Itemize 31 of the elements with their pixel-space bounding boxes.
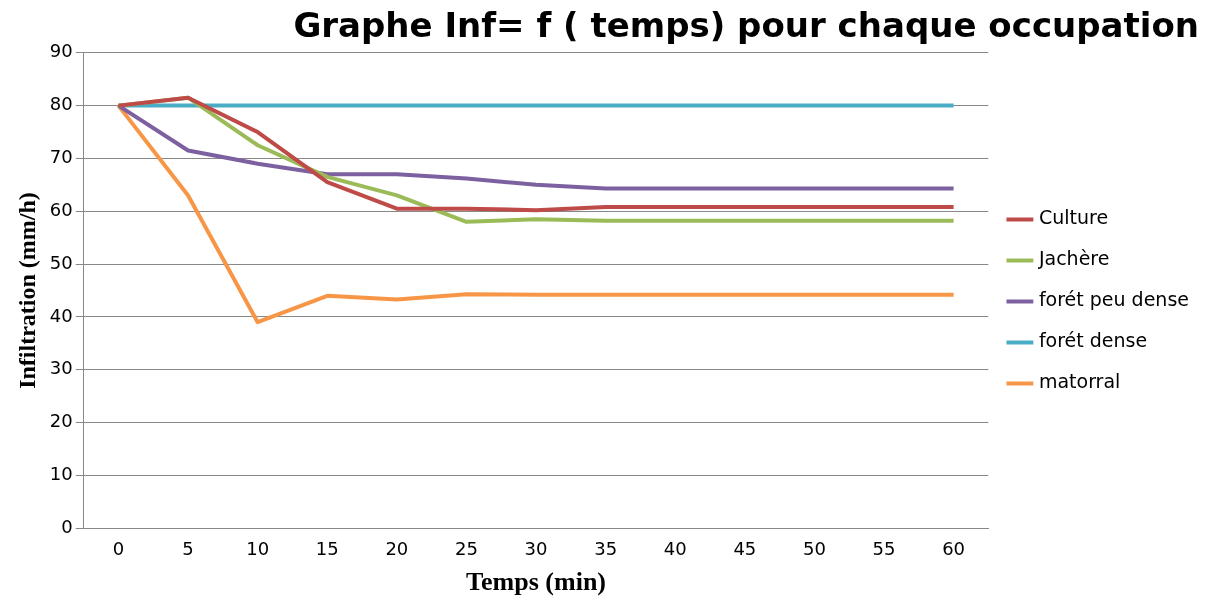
y-tick-label: 30 (49, 357, 73, 379)
y-tick-label: 50 (49, 251, 73, 273)
legend-label: Jachère (1037, 247, 1110, 270)
y-tick-label: 70 (49, 146, 73, 168)
y-axis-title: Infiltration (mm/h) (13, 192, 40, 389)
y-tick-label: 10 (49, 463, 73, 485)
chart-title: Graphe Inf= f ( temps) pour chaque occupation (293, 5, 1199, 46)
x-tick-label: 35 (594, 537, 618, 559)
legend-label: forét peu dense (1038, 288, 1190, 311)
legend-label: matorral (1038, 370, 1121, 393)
x-tick-label: 5 (182, 537, 194, 559)
y-tick-label: 0 (61, 515, 73, 537)
x-tick-label: 10 (246, 537, 270, 559)
x-axis-title: Temps (min) (466, 567, 606, 597)
x-tick-label: 60 (942, 537, 966, 559)
legend-label: forét dense (1038, 329, 1148, 352)
y-tick-label: 20 (49, 410, 73, 432)
x-tick-label: 50 (802, 537, 826, 559)
x-tick-label: 30 (524, 537, 548, 559)
legend-label: Culture (1038, 206, 1109, 229)
x-tick-label: 15 (315, 537, 339, 559)
x-tick-label: 45 (733, 537, 757, 559)
x-tick-label: 40 (663, 537, 687, 559)
y-tick-label: 90 (49, 40, 73, 62)
x-tick-label: 20 (385, 537, 409, 559)
y-tick-label: 80 (49, 93, 73, 115)
x-tick-label: 25 (455, 537, 478, 559)
x-tick-label: 55 (872, 537, 896, 559)
y-tick-label: 60 (49, 198, 73, 220)
y-tick-label: 40 (49, 304, 73, 326)
x-tick-label: 0 (112, 537, 125, 559)
